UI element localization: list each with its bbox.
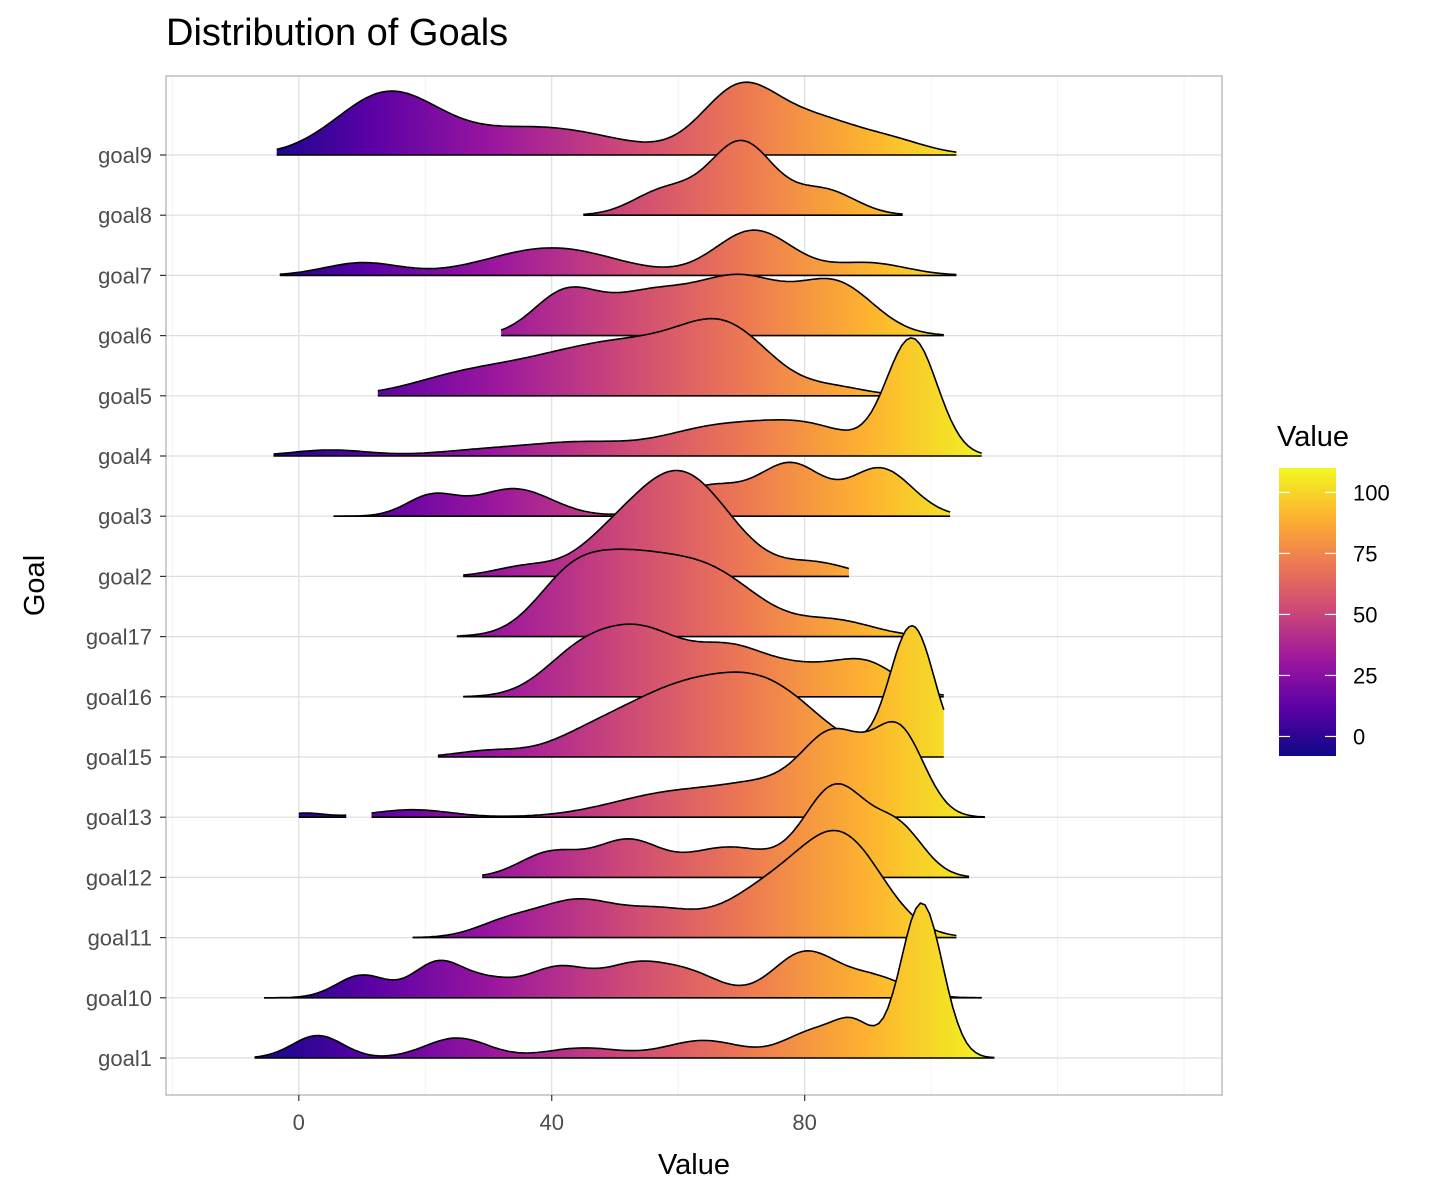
- y-tick-label: goal8: [98, 203, 152, 228]
- y-tick-label: goal3: [98, 504, 152, 529]
- y-tick-label: goal13: [86, 805, 152, 830]
- legend-colorbar: [1279, 468, 1336, 756]
- y-tick-label: goal11: [88, 926, 152, 951]
- y-tick-label: goal1: [98, 1046, 152, 1071]
- legend-tick-label: 100: [1353, 480, 1390, 505]
- x-axis-title: Value: [658, 1149, 730, 1181]
- y-axis-title: Goal: [19, 555, 51, 616]
- legend: Value 0 25 50 75 100: [1277, 421, 1390, 756]
- y-tick-label: goal5: [98, 384, 152, 409]
- y-tick-label: goal2: [98, 564, 152, 589]
- y-tick-label: goal7: [98, 263, 152, 288]
- y-tick-label: goal15: [86, 745, 152, 770]
- x-tick-label: 0: [293, 1110, 305, 1135]
- legend-tick-label: 0: [1353, 724, 1365, 749]
- y-tick-label: goal16: [86, 685, 152, 710]
- legend-title: Value: [1277, 421, 1349, 453]
- legend-tick-label: 25: [1353, 663, 1377, 688]
- x-tick-label: 40: [539, 1110, 563, 1135]
- y-tick-label: goal9: [98, 143, 152, 168]
- y-tick-label: goal4: [98, 444, 152, 469]
- y-tick-label: goal6: [98, 324, 152, 349]
- y-tick-label: goal12: [86, 865, 152, 890]
- x-tick-label: 80: [792, 1110, 816, 1135]
- y-tick-label: goal17: [86, 625, 152, 650]
- y-tick-label: goal10: [86, 986, 152, 1011]
- legend-tick-label: 75: [1353, 541, 1377, 566]
- legend-tick-label: 50: [1353, 602, 1377, 627]
